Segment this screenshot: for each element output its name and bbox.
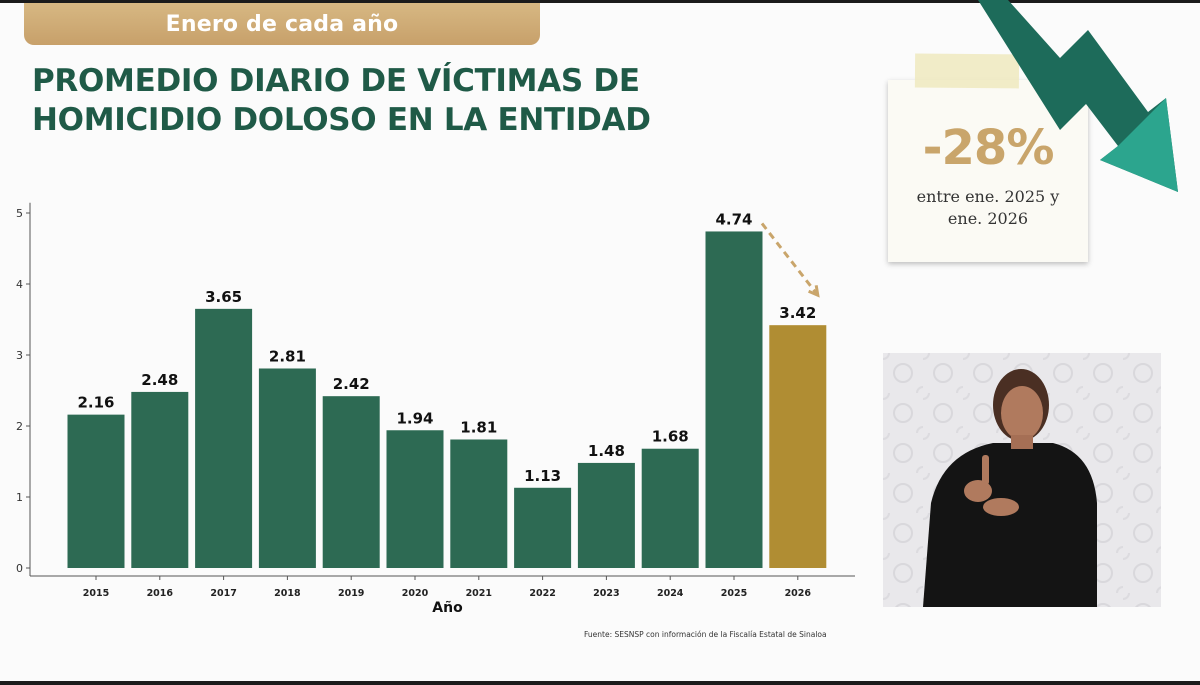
x-axis-label: Año (432, 600, 463, 616)
percent-change-caption-line-1: entre ene. 2025 y (916, 187, 1060, 206)
bar-2022 (514, 487, 572, 568)
source-note: Fuente: SESNSP con información de la Fis… (584, 630, 827, 639)
x-tick-label-2024: 2024 (657, 588, 684, 599)
x-tick-label-2020: 2020 (402, 588, 429, 599)
bar-2024 (641, 448, 699, 568)
value-label-2020: 1.94 (396, 409, 433, 427)
y-tick-label-1: 1 (16, 491, 23, 504)
bar-2020 (386, 430, 444, 568)
value-label-2023: 1.48 (588, 442, 625, 460)
period-banner: Enero de cada año (24, 3, 540, 45)
x-tick-label-2022: 2022 (529, 588, 555, 599)
sign-language-interpreter-video (883, 353, 1161, 607)
decrease-arrowhead-icon (808, 285, 820, 298)
interpreter-figure-icon (883, 353, 1161, 607)
x-tick-label-2018: 2018 (274, 588, 301, 599)
value-label-2016: 2.48 (141, 371, 178, 389)
y-tick-label-2: 2 (16, 420, 23, 433)
bar-chart: 0 1 2 3 4 5 2.16 2015 2.48 2016 3.65 2017 2.81 2018 2.… (16, 202, 855, 616)
bar-2023 (577, 462, 635, 568)
down-trend-arrow-icon (978, 0, 1178, 192)
value-label-2025: 4.74 (715, 210, 752, 228)
value-label-2026: 3.42 (779, 304, 816, 322)
value-label-2022: 1.13 (524, 467, 561, 485)
chart-title-line-2: HOMICIDIO DOLOSO EN LA ENTIDAD (32, 102, 651, 138)
y-tick-label-5: 5 (16, 207, 23, 220)
bar-2019 (322, 396, 380, 568)
value-label-2015: 2.16 (77, 394, 114, 412)
bar-2017 (195, 308, 253, 568)
percent-change-caption-line-2: ene. 2026 (947, 209, 1029, 228)
x-tick-label-2019: 2019 (338, 588, 364, 599)
value-label-2017: 3.65 (205, 288, 242, 306)
bar-2021 (450, 439, 508, 568)
x-tick-label-2023: 2023 (593, 588, 619, 599)
x-tick-label-2016: 2016 (147, 588, 174, 599)
value-label-2019: 2.42 (333, 375, 370, 393)
x-tick-label-2017: 2017 (210, 588, 236, 599)
y-tick-label-4: 4 (16, 278, 23, 291)
x-tick-label-2015: 2015 (83, 588, 109, 599)
chart-title-line-1: PROMEDIO DIARIO DE VÍCTIMAS DE (32, 63, 640, 99)
x-tick-label-2026: 2026 (785, 588, 812, 599)
value-label-2018: 2.81 (269, 347, 306, 365)
value-label-2024: 1.68 (652, 428, 689, 446)
bar-2018 (258, 368, 316, 568)
bar-2016 (131, 391, 189, 568)
top-border (0, 0, 1200, 3)
bar-2025 (705, 231, 763, 568)
x-tick-label-2021: 2021 (466, 588, 492, 599)
decrease-dashed-arrow (760, 222, 819, 297)
percent-change-value: -28% (922, 120, 1055, 176)
y-tick-label-3: 3 (16, 349, 23, 362)
bar-2026 (769, 325, 827, 568)
bottom-border (0, 681, 1200, 685)
chart-title: PROMEDIO DIARIO DE VÍCTIMAS DE HOMICIDIO… (32, 62, 752, 140)
percent-change-caption: entre ene. 2025 y ene. 2026 (888, 186, 1088, 230)
y-tick-label-0: 0 (16, 562, 23, 575)
bar-2015 (67, 414, 125, 568)
value-label-2021: 1.81 (460, 418, 497, 436)
x-tick-label-2025: 2025 (721, 588, 747, 599)
